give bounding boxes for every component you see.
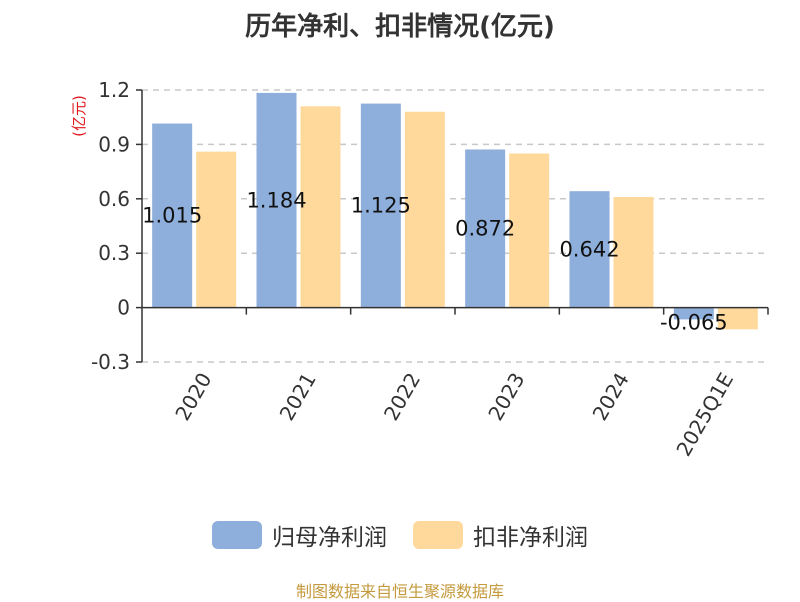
bar-series-1 <box>569 191 610 308</box>
bar-series-2 <box>613 196 654 308</box>
y-tick-label: 0 <box>117 296 130 320</box>
x-tick-label: 2025Q1E <box>671 369 738 461</box>
data-label: 0.642 <box>559 237 619 261</box>
x-tick-label: 2022 <box>379 369 425 425</box>
legend-label-series-1: 归母净利润 <box>272 525 387 551</box>
bar-series-2 <box>509 153 550 308</box>
legend-item-series-1[interactable]: 归母净利润 <box>212 518 387 552</box>
chart-title: 历年净利、扣非情况(亿元) <box>245 12 555 42</box>
legend-swatch-series-1 <box>212 521 262 549</box>
y-tick-label: 0.9 <box>98 132 130 156</box>
bar-series-1 <box>256 92 297 308</box>
data-label: 1.015 <box>142 204 202 228</box>
legend-swatch-series-2 <box>413 521 463 549</box>
y-tick-label: 0.6 <box>98 187 130 211</box>
x-tick-label: 2023 <box>483 369 529 425</box>
data-label: 1.125 <box>351 194 411 218</box>
x-tick-label: 2020 <box>170 369 216 425</box>
legend-item-series-2[interactable]: 扣非净利润 <box>413 518 588 552</box>
grid-lines <box>142 89 768 363</box>
bar-series-1 <box>360 103 401 308</box>
y-axis-title: (亿元) <box>70 95 88 137</box>
data-label: -0.065 <box>660 310 728 334</box>
legend-label-series-2: 扣非净利润 <box>473 525 588 551</box>
data-label: 1.184 <box>246 188 306 212</box>
y-tick-label: -0.3 <box>91 350 130 374</box>
bar-series-1 <box>152 123 193 308</box>
bar-series-2 <box>300 106 341 308</box>
source-note: 制图数据来自恒生聚源数据库 <box>295 582 504 601</box>
data-labels: 1.015 1.184 1.125 0.872 0.642 -0.065 <box>142 188 728 334</box>
y-tick-label: 0.3 <box>98 241 130 265</box>
bar-series-2 <box>196 151 237 308</box>
bar-series-1 <box>465 149 506 308</box>
legend: 归母净利润 扣非净利润 <box>0 518 800 552</box>
data-label: 0.872 <box>455 217 515 241</box>
bar-series-2 <box>717 307 758 330</box>
bar-series-2 <box>404 111 445 308</box>
y-tick-label: 1.2 <box>98 78 130 102</box>
x-tick-label: 2024 <box>588 369 634 425</box>
bars <box>152 92 758 330</box>
x-tick-label: 2021 <box>275 369 321 425</box>
bar-series-1 <box>673 307 714 320</box>
